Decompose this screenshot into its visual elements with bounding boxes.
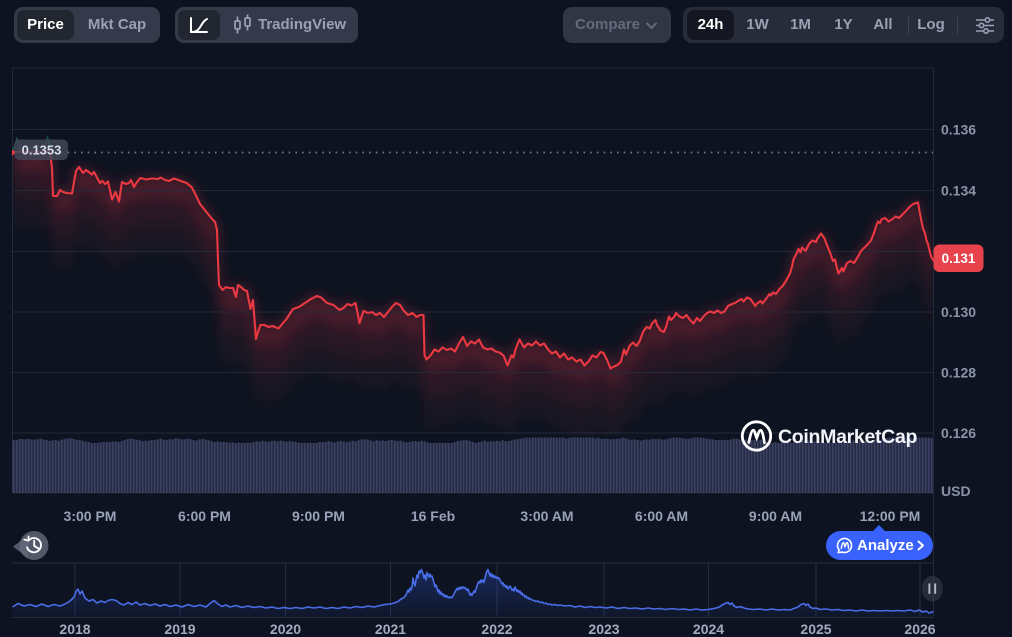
svg-text:16 Feb: 16 Feb: [411, 508, 455, 524]
svg-text:0.126: 0.126: [941, 425, 976, 441]
svg-text:9:00 PM: 9:00 PM: [292, 508, 345, 524]
svg-text:3:00 PM: 3:00 PM: [64, 508, 117, 524]
svg-text:2019: 2019: [164, 621, 195, 637]
svg-text:2025: 2025: [800, 621, 831, 637]
svg-text:3:00 AM: 3:00 AM: [520, 508, 573, 524]
svg-text:0.130: 0.130: [941, 304, 976, 320]
svg-text:2024: 2024: [693, 621, 724, 637]
svg-text:0.1353: 0.1353: [22, 143, 62, 158]
svg-text:CoinMarketCap: CoinMarketCap: [778, 426, 918, 448]
svg-text:6:00 PM: 6:00 PM: [178, 508, 231, 524]
svg-text:2023: 2023: [588, 621, 619, 637]
svg-text:2020: 2020: [270, 621, 301, 637]
svg-text:2018: 2018: [59, 621, 90, 637]
svg-text:0.128: 0.128: [941, 365, 976, 381]
svg-text:2026: 2026: [904, 621, 935, 637]
svg-text:0.136: 0.136: [941, 122, 976, 138]
svg-text:9:00 AM: 9:00 AM: [749, 508, 802, 524]
svg-text:0.134: 0.134: [941, 183, 976, 199]
svg-text:USD: USD: [941, 483, 971, 499]
svg-text:2021: 2021: [375, 621, 406, 637]
svg-text:0.131: 0.131: [942, 251, 976, 266]
svg-text:12:00 PM: 12:00 PM: [860, 508, 921, 524]
svg-text:6:00 AM: 6:00 AM: [635, 508, 688, 524]
svg-text:2022: 2022: [481, 621, 512, 637]
